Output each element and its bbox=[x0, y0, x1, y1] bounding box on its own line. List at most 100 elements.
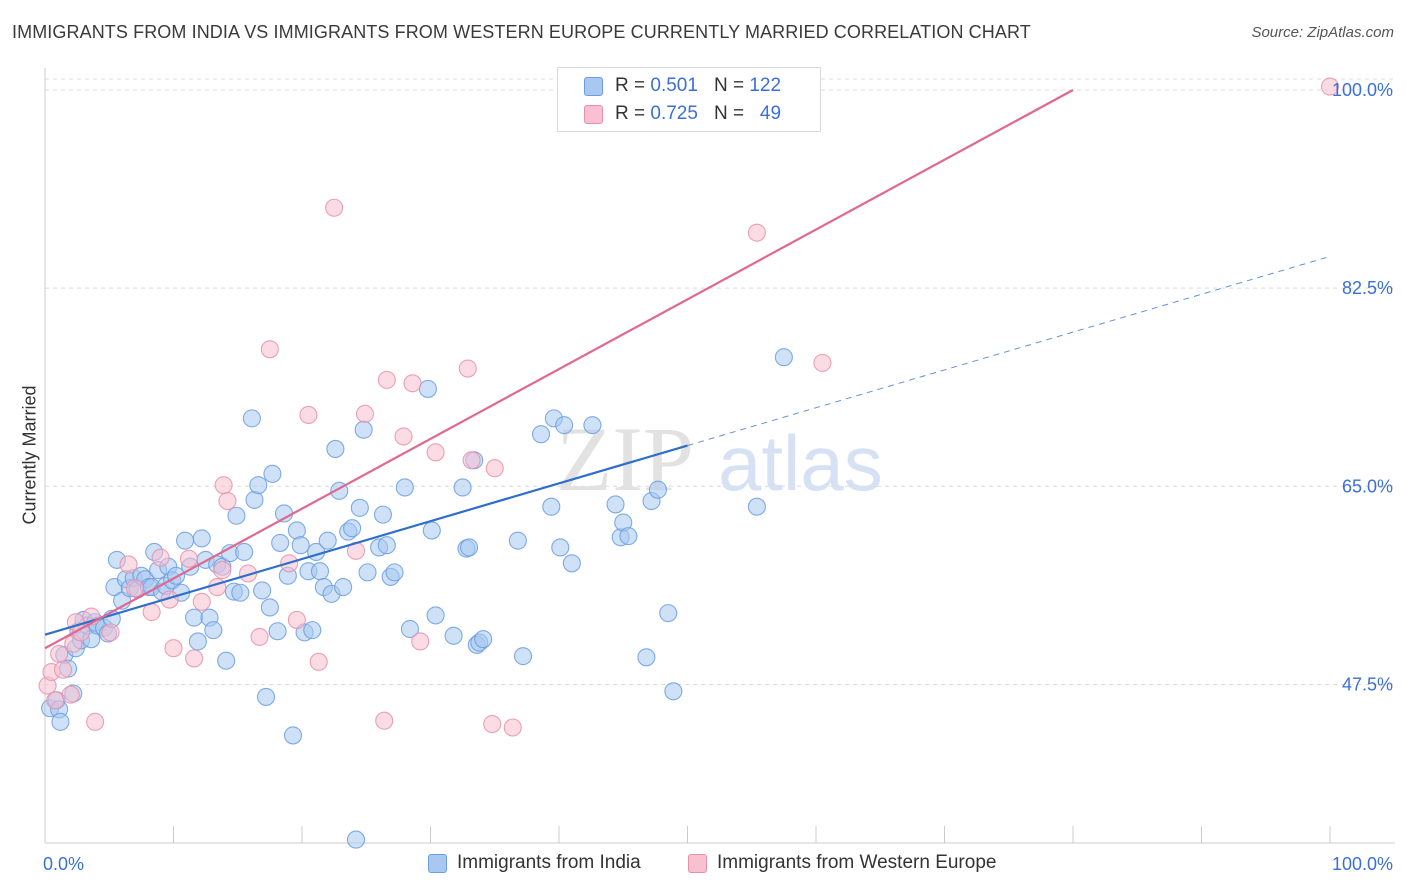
data-point bbox=[213, 561, 232, 580]
data-point bbox=[242, 409, 261, 428]
data-point bbox=[176, 531, 195, 550]
bottom-legend-label-western-europe: Immigrants from Western Europe bbox=[717, 852, 997, 873]
data-point bbox=[204, 621, 223, 640]
data-point bbox=[53, 660, 73, 679]
data-point bbox=[350, 498, 369, 517]
data-point bbox=[747, 497, 766, 516]
data-point bbox=[260, 340, 279, 359]
data-point bbox=[119, 555, 138, 574]
data-point bbox=[326, 439, 345, 458]
data-point bbox=[385, 563, 404, 582]
legend-r-label: R = bbox=[615, 103, 646, 124]
trend-lines bbox=[44, 89, 1331, 650]
data-point bbox=[422, 521, 441, 540]
legend-n-value: 122 bbox=[749, 75, 782, 96]
data-point bbox=[50, 644, 69, 663]
data-point bbox=[606, 495, 625, 514]
data-point bbox=[227, 506, 246, 525]
data-point bbox=[513, 647, 533, 666]
legend-n-label: N = bbox=[713, 103, 745, 124]
data-point bbox=[503, 718, 522, 737]
data-point bbox=[253, 581, 272, 600]
data-point bbox=[260, 598, 279, 617]
bottom-legend-swatch-western-europe bbox=[688, 853, 707, 873]
data-point bbox=[250, 627, 269, 646]
watermark-atlas: atlas bbox=[718, 419, 883, 507]
data-point bbox=[377, 536, 396, 555]
data-point bbox=[61, 685, 80, 704]
data-point bbox=[395, 478, 414, 497]
data-point bbox=[101, 623, 120, 642]
trend-line-india bbox=[44, 444, 688, 636]
data-point bbox=[813, 353, 832, 372]
data-point bbox=[458, 359, 477, 378]
data-point bbox=[309, 652, 328, 671]
legend-row-india: R = 0.501 N = 122 bbox=[584, 73, 781, 99]
data-point bbox=[483, 715, 502, 734]
trend-line-western-europe bbox=[44, 89, 1074, 650]
data-point bbox=[551, 538, 570, 557]
data-point bbox=[125, 579, 144, 598]
data-point bbox=[774, 348, 793, 367]
data-point bbox=[747, 223, 766, 242]
x-tick-label: 100.0% bbox=[1332, 854, 1393, 874]
data-point bbox=[268, 622, 287, 641]
bottom-legend-western-europe: Immigrants from Western Europe bbox=[688, 852, 996, 874]
legend-n-label: N = bbox=[713, 75, 745, 96]
data-point bbox=[185, 608, 204, 627]
data-point bbox=[263, 464, 282, 483]
data-point bbox=[192, 529, 211, 548]
source-label: Source: ZipAtlas.com bbox=[1251, 24, 1394, 41]
legend-r-label: R = bbox=[615, 75, 646, 96]
stats-legend: R = 0.501 N = 122 R = 0.725 N = 49 bbox=[557, 67, 821, 132]
data-point bbox=[459, 538, 479, 557]
data-point bbox=[355, 404, 375, 423]
data-point bbox=[418, 379, 437, 398]
watermark-zip: ZIP bbox=[556, 408, 694, 510]
data-point bbox=[179, 549, 198, 568]
data-point bbox=[444, 626, 463, 645]
data-point bbox=[164, 639, 183, 658]
data-point bbox=[185, 649, 204, 668]
data-point bbox=[664, 682, 683, 701]
data-point bbox=[249, 476, 268, 495]
tick-labels: 47.5% 65.0% 82.5% 100.0% 0.0% 100.0% bbox=[43, 80, 1393, 874]
data-point bbox=[287, 610, 306, 629]
data-point bbox=[508, 531, 527, 550]
data-point bbox=[303, 621, 322, 640]
data-point bbox=[542, 497, 561, 516]
y-tick-label: 47.5% bbox=[1342, 674, 1393, 694]
data-point bbox=[583, 416, 602, 435]
data-point bbox=[1320, 77, 1340, 96]
data-point bbox=[485, 459, 504, 478]
data-point bbox=[310, 562, 330, 581]
data-point bbox=[271, 533, 290, 552]
bottom-legend-label-india: Immigrants from India bbox=[457, 852, 641, 873]
data-point bbox=[235, 542, 254, 562]
data-point bbox=[648, 480, 667, 499]
data-point bbox=[637, 648, 656, 667]
x-tick-label: 0.0% bbox=[43, 854, 84, 874]
data-point bbox=[531, 425, 551, 444]
data-point bbox=[334, 578, 353, 597]
y-tick-label: 82.5% bbox=[1342, 278, 1393, 298]
watermark: ZIP atlas bbox=[556, 408, 883, 510]
data-point bbox=[358, 563, 377, 582]
data-point bbox=[318, 531, 337, 550]
axes bbox=[44, 68, 1395, 844]
series-western-europe bbox=[38, 77, 1340, 737]
data-point bbox=[217, 651, 236, 670]
data-point bbox=[462, 451, 481, 470]
data-point bbox=[373, 505, 393, 524]
legend-swatch-india bbox=[584, 76, 603, 96]
trend-line-india-extension bbox=[687, 255, 1331, 447]
data-point bbox=[426, 443, 445, 462]
y-tick-label: 100.0% bbox=[1332, 80, 1393, 100]
data-point bbox=[283, 726, 303, 745]
data-point bbox=[188, 632, 207, 651]
data-point bbox=[343, 519, 362, 538]
data-point bbox=[474, 630, 493, 649]
data-point bbox=[291, 536, 310, 555]
data-point bbox=[86, 712, 105, 731]
